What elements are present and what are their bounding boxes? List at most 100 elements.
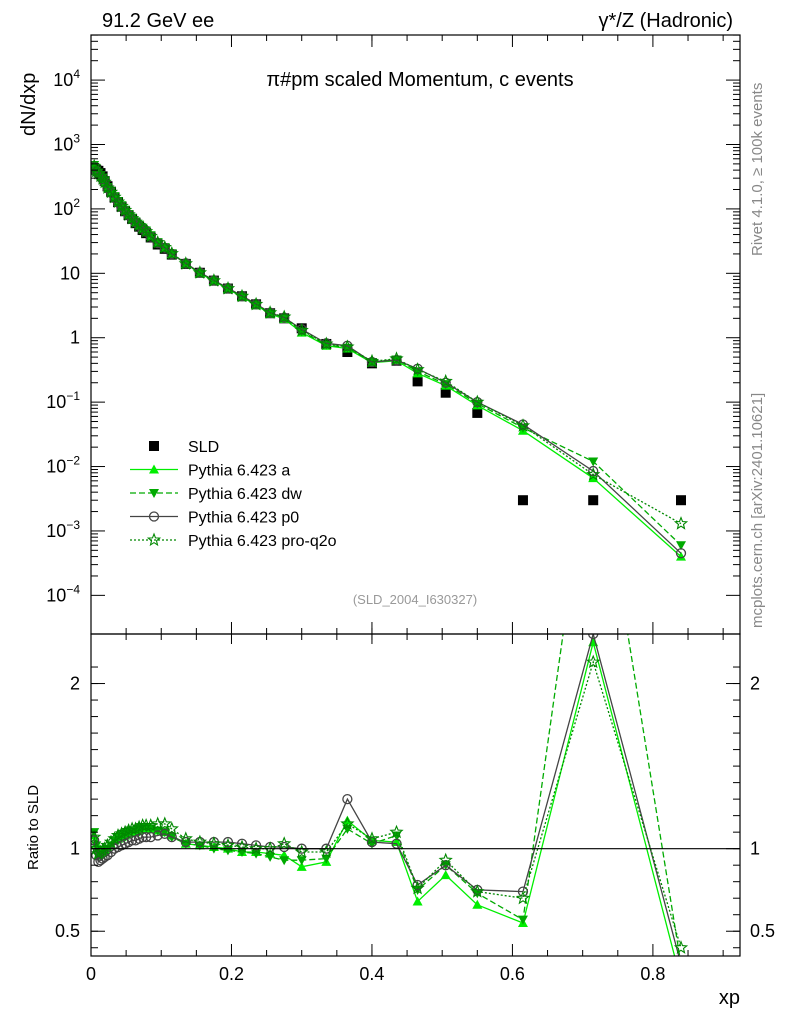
series-4-point-24 [206, 273, 222, 287]
header-right: γ*/Z (Hadronic) [599, 10, 733, 32]
y-tick-label-main-5: 10−1 [46, 389, 80, 412]
series-4-point-29 [276, 309, 292, 324]
series-4-point-3 [93, 168, 108, 183]
y-tick-label-main-0: 104 [53, 67, 80, 90]
ratio-3-point-27 [250, 840, 262, 851]
series-4-point-18 [143, 228, 158, 243]
y-tick-label-main-3: 10 [60, 263, 80, 283]
series-4-point-30 [294, 322, 309, 337]
ratio-3-point-35 [412, 879, 423, 891]
ratio-3-point-29 [279, 841, 290, 853]
series-4-point-5 [97, 174, 112, 189]
ratio-3-point-18 [145, 831, 156, 843]
series-4-point-20 [157, 240, 172, 254]
legend-label-1: Pythia 6.423 a [188, 463, 290, 480]
ratio-2-point-29 [279, 856, 290, 866]
x-axis-label: xp [719, 987, 740, 1009]
series-2-point-31 [321, 340, 332, 350]
y-tick-label-main-7: 10−3 [46, 518, 80, 541]
ratio-4-point-36 [438, 852, 453, 867]
series-0-point-40 [676, 495, 686, 506]
ratio-4-point-34 [389, 824, 404, 839]
ratio-1-point-35 [412, 896, 423, 906]
series-4-point-32 [340, 339, 355, 354]
ratio-4-point-5 [97, 841, 112, 855]
series-4-point-28 [262, 305, 278, 319]
series-2-point-30 [296, 327, 307, 337]
series-3-point-29 [279, 312, 290, 323]
y-tick-label-ratio-right-2: 0.5 [750, 921, 775, 941]
series-3-point-21 [166, 248, 177, 260]
ratio-4-point-29 [276, 836, 292, 850]
main-panel [90, 34, 741, 635]
ratio-3-point-33 [366, 836, 378, 848]
ratio-4-point-31 [319, 844, 334, 858]
legend-label-4: Pythia 6.423 pro-q2o [188, 533, 337, 550]
ratio-4-point-25 [220, 837, 236, 852]
ratio-4-point-38 [515, 890, 531, 905]
series-3-point-19 [152, 237, 163, 249]
main-plot-area [91, 158, 689, 561]
y-tick-label-main-4: 1 [70, 328, 80, 348]
y-tick-label-ratio-0: 2 [70, 674, 80, 694]
series-4-point-37 [470, 394, 485, 409]
series-4-point-39 [586, 467, 601, 481]
x-tick-label-0: 0 [86, 964, 96, 984]
header-left: 91.2 GeV ee [102, 10, 214, 32]
series-4-point-25 [220, 281, 236, 295]
series-3-point-40 [675, 548, 687, 559]
series-0-point-38 [517, 495, 528, 506]
ratio-panel [90, 633, 741, 957]
series-4-point-26 [234, 288, 250, 303]
legend: SLD Pythia 6.423 a Pythia 6.423 dw Pythia 6… [130, 439, 337, 550]
series-0-point-39 [588, 495, 599, 506]
x-tick-label-4: 0.8 [640, 964, 665, 984]
series-4-point-21 [164, 246, 179, 260]
series-4-point-40 [673, 516, 689, 530]
series-4-point-4 [95, 171, 110, 185]
ratio-1-point-36 [440, 870, 451, 880]
series-4-point-12 [121, 207, 136, 221]
ratio-4-point-23 [192, 834, 208, 849]
ratio-4-point-17 [138, 818, 154, 832]
series-3-point-20 [159, 242, 170, 254]
ratio-4-point-37 [470, 884, 485, 898]
series-4-point-38 [515, 418, 531, 432]
series-3-point-18 [145, 231, 156, 242]
y-tick-label-ratio-1: 1 [70, 839, 80, 859]
ratio-plot-area [91, 634, 740, 956]
ratio-4-point-24 [206, 836, 222, 850]
ratio-3-point-0 [91, 835, 100, 846]
ratio-3-point-32 [342, 793, 353, 805]
y-tick-label-main-2: 102 [53, 196, 80, 219]
series-0-point-37 [472, 407, 483, 418]
ratio-4-point-28 [262, 841, 278, 855]
y-axis-label-ratio: Ratio to SLD [25, 785, 42, 870]
series-2-point-39 [588, 457, 599, 467]
ratio-2-point-27 [251, 849, 262, 859]
y-tick-label-main-1: 103 [53, 131, 80, 154]
series-line-4 [93, 165, 682, 525]
y-tick-label-main-6: 10−2 [46, 454, 80, 477]
ratio-4-point-22 [178, 831, 193, 845]
series-4-point-33 [364, 353, 380, 368]
legend-label-2: Pythia 6.423 dw [188, 486, 302, 503]
side-label-bottom: mcplots.cern.ch [arXiv:2401.10621] [749, 393, 766, 628]
series-4-point-27 [248, 296, 264, 311]
y-tick-label-ratio-right-1: 1 [750, 839, 760, 859]
series-3-point-33 [366, 356, 378, 368]
legend-marker-4 [146, 532, 162, 547]
ratio-3-point-39 [588, 634, 599, 640]
series-2-point-40 [676, 541, 686, 551]
series-4-point-13 [124, 210, 140, 225]
ratio-4-point-21 [164, 821, 179, 835]
ratio-4-point-32 [340, 816, 355, 831]
ratio-1-point-37 [472, 899, 483, 909]
ratio-1-point-30 [296, 861, 307, 871]
legend-marker-2 [149, 489, 159, 498]
series-0-point-36 [440, 387, 451, 398]
y-tick-label-ratio-right-0: 2 [750, 674, 760, 694]
ratio-2-point-26 [237, 847, 248, 857]
ratio-2-point-30 [296, 856, 307, 866]
x-tick-label-2: 0.4 [359, 964, 384, 984]
